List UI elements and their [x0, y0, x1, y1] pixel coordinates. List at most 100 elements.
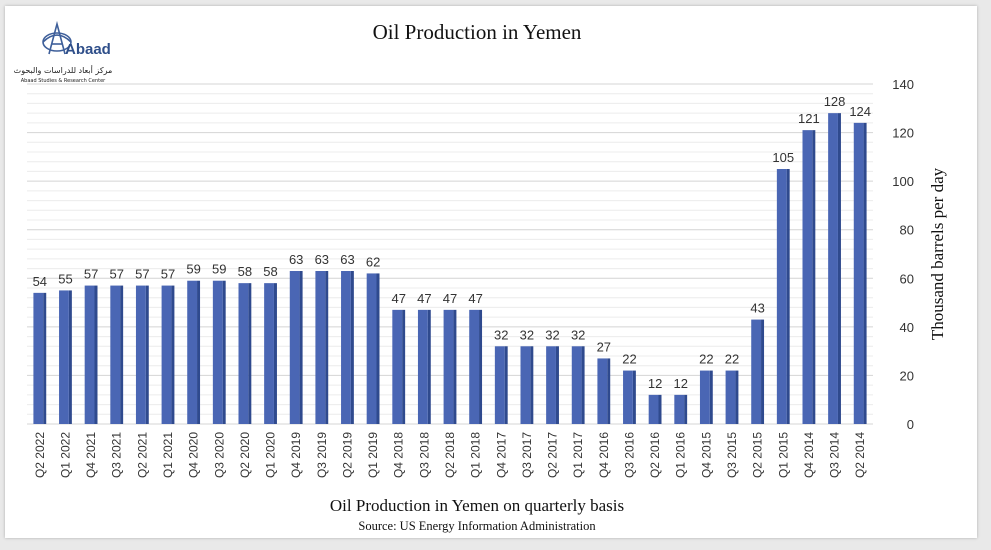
data-label: 12: [648, 376, 662, 391]
bar-shade: [863, 122, 867, 424]
chart-title: Oil Production in Yemen: [372, 20, 582, 44]
bar: [699, 370, 710, 424]
bar: [289, 271, 300, 424]
bar: [751, 319, 762, 424]
bar-shade: [299, 271, 303, 424]
bar-shade: [376, 273, 380, 424]
bar: [648, 394, 659, 424]
x-tick-label: Q2 2015: [751, 432, 765, 478]
bar-shade: [145, 285, 149, 424]
x-tick-label: Q2 2016: [648, 432, 662, 478]
data-label: 63: [289, 252, 303, 267]
bar-shade: [761, 319, 765, 424]
y-tick-label: 100: [892, 174, 914, 189]
y-tick-label: 60: [900, 271, 914, 286]
bar: [59, 290, 69, 424]
data-label: 47: [443, 291, 457, 306]
bar: [212, 280, 223, 424]
bar: [366, 273, 377, 424]
bar: [597, 358, 608, 424]
x-tick-label: Q4 2018: [392, 432, 406, 478]
x-tick-label: Q2 2019: [340, 432, 354, 478]
x-tick-label: Q3 2017: [520, 432, 534, 478]
abaad-logo: Abaad مركز أبعاد للدراسات والبحوث Abaad …: [13, 16, 113, 86]
x-tick-label: Q1 2021: [161, 432, 175, 478]
data-label: 58: [238, 264, 252, 279]
bar-shade: [325, 271, 329, 424]
x-tick-label: Q3 2016: [622, 432, 636, 478]
bar: [546, 346, 556, 424]
bar-shade: [632, 370, 636, 424]
x-tick-label: Q2 2014: [853, 432, 867, 478]
bar: [264, 283, 274, 424]
data-label: 59: [212, 262, 226, 277]
x-axis-label: Oil Production in Yemen on quarterly bas…: [329, 496, 625, 515]
bar: [853, 122, 864, 424]
x-tick-label: Q1 2015: [776, 432, 790, 478]
x-tick-label: Q4 2019: [289, 432, 303, 478]
bar-shade: [427, 309, 431, 424]
x-tick-label: Q3 2021: [110, 432, 124, 478]
bar: [571, 346, 582, 424]
data-label: 62: [366, 254, 380, 269]
bar-shade: [607, 358, 611, 424]
data-label: 57: [109, 267, 123, 282]
x-tick-label: Q1 2016: [674, 432, 688, 478]
bar-shade: [402, 309, 406, 424]
y-tick-label: 80: [900, 223, 914, 238]
x-tick-label: Q3 2020: [212, 432, 226, 478]
bar-shade: [197, 280, 201, 424]
bar-shade: [94, 285, 98, 424]
data-label: 22: [622, 352, 636, 367]
bar-shade: [453, 309, 457, 424]
bar: [161, 285, 172, 424]
bar-shade: [273, 283, 277, 424]
bar-shade: [350, 271, 354, 424]
bar: [520, 346, 531, 424]
data-label: 32: [545, 327, 559, 342]
bar: [135, 285, 146, 424]
x-tick-label: Q3 2015: [725, 432, 739, 478]
data-label: 57: [161, 267, 175, 282]
bar-shade: [684, 394, 688, 424]
data-label: 57: [84, 267, 98, 282]
x-tick-label: Q1 2019: [366, 432, 380, 478]
bar-shade: [709, 370, 713, 424]
data-label: 55: [58, 271, 72, 286]
data-label: 124: [849, 104, 871, 119]
x-tick-label: Q1 2020: [264, 432, 278, 478]
x-tick-label: Q4 2014: [802, 432, 816, 478]
x-tick-label: Q2 2017: [546, 432, 560, 478]
data-label: 47: [417, 291, 431, 306]
x-tick-label: Q1 2022: [58, 432, 72, 478]
bar: [187, 280, 198, 424]
bar: [674, 394, 685, 424]
bar-shade: [555, 346, 559, 424]
x-tick-label: Q2 2021: [135, 432, 149, 478]
data-label: 59: [186, 262, 200, 277]
bar: [110, 285, 121, 424]
bar: [443, 309, 454, 424]
bar: [417, 309, 428, 424]
bar: [84, 285, 95, 424]
bar-shade: [786, 169, 790, 424]
x-tick-label: Q1 2018: [469, 432, 483, 478]
bar: [469, 309, 480, 424]
data-label: 57: [135, 267, 149, 282]
bar-shade: [658, 394, 662, 424]
logo-brand: Abaad: [65, 41, 111, 58]
y-tick-label: 40: [900, 320, 914, 335]
data-label: 22: [725, 352, 739, 367]
data-label: 128: [824, 94, 846, 109]
chart-card: Abaad مركز أبعاد للدراسات والبحوث Abaad …: [5, 6, 977, 538]
bar: [238, 283, 249, 424]
bar-shade: [581, 346, 585, 424]
bar: [828, 113, 838, 425]
bar-shade: [222, 280, 226, 424]
data-label: 12: [673, 376, 687, 391]
bar: [494, 346, 505, 424]
bar-chart: 0 20 40 60 80 100 120 140 Thousand barrels per d…: [27, 77, 947, 478]
x-tick-label: Q4 2017: [494, 432, 508, 478]
x-tick-label: Q3 2018: [417, 432, 431, 478]
x-tick-label: Q3 2019: [315, 432, 329, 478]
